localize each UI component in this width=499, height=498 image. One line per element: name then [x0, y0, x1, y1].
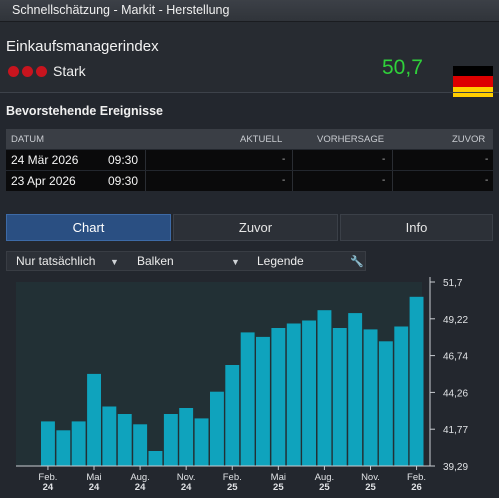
flag-stripe-black — [453, 66, 493, 77]
chart-bar — [133, 424, 148, 466]
chart-bar — [179, 408, 194, 466]
window-titlebar: Schnellschätzung - Markit - Herstellung — [0, 0, 499, 22]
chart-bar — [332, 328, 347, 466]
chart-type-dropdown[interactable]: Balken — [137, 254, 174, 268]
x-tick-label-year: 25 — [319, 482, 330, 493]
tab-chart[interactable]: Chart — [6, 214, 171, 241]
event-forecast: - — [382, 175, 386, 186]
chart-area: 51,7 49,22 46,74 44,26 41,77 39,29 Feb. 24 Mai 24… — [0, 272, 499, 498]
x-tick-label: Aug. — [315, 472, 335, 483]
x-tick-label: Aug. — [130, 472, 150, 483]
chart-bar — [102, 406, 117, 466]
chart-bar — [56, 430, 71, 466]
y-tick-label: 46,74 — [443, 352, 468, 363]
event-date: 23 Apr 2026 — [11, 174, 76, 188]
col-header-previous: ZUVOR — [452, 134, 486, 145]
tab-zuvor[interactable]: Zuvor — [173, 214, 338, 241]
chart-bar — [71, 421, 86, 466]
event-time: 09:30 — [108, 153, 139, 167]
impact-dot-icon — [22, 66, 33, 77]
chart-bar — [286, 323, 301, 466]
indicator-name: Einkaufsmanagerindex — [6, 38, 159, 55]
chart-bar — [271, 328, 286, 466]
chart-bar — [41, 421, 55, 466]
col-header-date: DATUM — [11, 134, 45, 145]
x-tick-label-year: 24 — [135, 482, 146, 493]
events-table-header: DATUM AKTUELL VORHERSAGE ZUVOR — [6, 129, 493, 149]
chart-bar — [302, 320, 316, 466]
events-title: Bevorstehende Ereignisse — [6, 104, 164, 118]
table-row[interactable]: 24 Mär 2026 09:30 - - - — [6, 150, 493, 170]
x-tick-label: Mai — [86, 472, 101, 483]
flag-stripe-red — [453, 76, 493, 87]
chart-bar — [210, 391, 224, 466]
x-tick-label: Feb. — [223, 472, 242, 483]
y-tick-label: 41,77 — [443, 425, 468, 436]
chart-bar — [225, 365, 240, 466]
chart-bar — [240, 332, 255, 466]
indicator-header: Einkaufsmanagerindex — [0, 22, 499, 97]
x-tick-label: Nov. — [361, 472, 380, 483]
legend-button[interactable]: Legende — [257, 254, 304, 268]
impact-dot-icon — [8, 66, 19, 77]
events-table: DATUM AKTUELL VORHERSAGE ZUVOR 24 Mär 20… — [6, 129, 493, 191]
chart-bar — [409, 296, 424, 466]
chart-bar — [163, 414, 178, 466]
col-header-forecast: VORHERSAGE — [317, 134, 385, 145]
x-tick-label-year: 24 — [181, 482, 192, 493]
x-tick-label-year: 24 — [89, 482, 100, 493]
event-previous: - — [485, 154, 489, 165]
impact-dot-icon — [36, 66, 47, 77]
event-date: 24 Mär 2026 — [11, 153, 79, 167]
chart-bar — [317, 310, 332, 466]
flag-stripe-gold — [453, 86, 493, 97]
chart-bar — [378, 341, 393, 466]
x-tick-label: Nov. — [177, 472, 196, 483]
chevron-down-icon[interactable]: ▼ — [110, 257, 119, 267]
event-previous: - — [485, 175, 489, 186]
x-tick-label: Mai — [271, 472, 286, 483]
chart-bar — [363, 329, 378, 466]
x-tick-label-year: 25 — [365, 482, 376, 493]
chart-bar — [117, 414, 132, 466]
event-actual: - — [282, 154, 286, 165]
col-header-actual: AKTUELL — [240, 134, 283, 145]
chart-bar — [348, 313, 363, 466]
window-title: Schnellschätzung - Markit - Herstellung — [12, 3, 230, 17]
event-time: 09:30 — [108, 174, 139, 188]
chart-bar — [256, 336, 270, 466]
wrench-icon[interactable]: 🔧 — [350, 256, 364, 268]
chart-bar — [394, 326, 409, 466]
impact-label: Stark — [53, 63, 86, 79]
filter-dropdown[interactable]: Nur tatsächlich — [16, 254, 96, 268]
x-tick-label: Feb. — [38, 472, 57, 483]
view-tabs: Chart Zuvor Info — [6, 214, 493, 241]
germany-flag-icon — [453, 66, 493, 97]
x-tick-label-year: 25 — [227, 482, 238, 493]
event-forecast: - — [382, 154, 386, 165]
y-tick-label: 44,26 — [443, 388, 468, 399]
y-tick-label: 51,7 — [443, 278, 463, 289]
chart-toolbar: Nur tatsächlich ▼ Balken ▼ Legende 🔧 — [6, 251, 366, 271]
divider — [0, 92, 499, 93]
x-tick-label-year: 24 — [43, 482, 54, 493]
indicator-value: 50,7 — [382, 56, 423, 79]
event-actual: - — [282, 175, 286, 186]
x-tick-label-year: 25 — [273, 482, 284, 493]
chevron-down-icon[interactable]: ▼ — [231, 257, 240, 267]
y-tick-label: 39,29 — [443, 462, 468, 473]
chart-bar — [87, 373, 101, 466]
chart-bar — [194, 418, 209, 466]
y-tick-label: 49,22 — [443, 315, 468, 326]
x-tick-label-year: 26 — [411, 482, 422, 493]
x-tick-label: Feb. — [407, 472, 426, 483]
bar-chart: 51,749,2246,7444,2641,7739,29Feb.24Mai24… — [16, 277, 468, 493]
chart-bar — [148, 451, 163, 466]
tab-info[interactable]: Info — [340, 214, 493, 241]
table-row[interactable]: 23 Apr 2026 09:30 - - - — [6, 171, 493, 191]
